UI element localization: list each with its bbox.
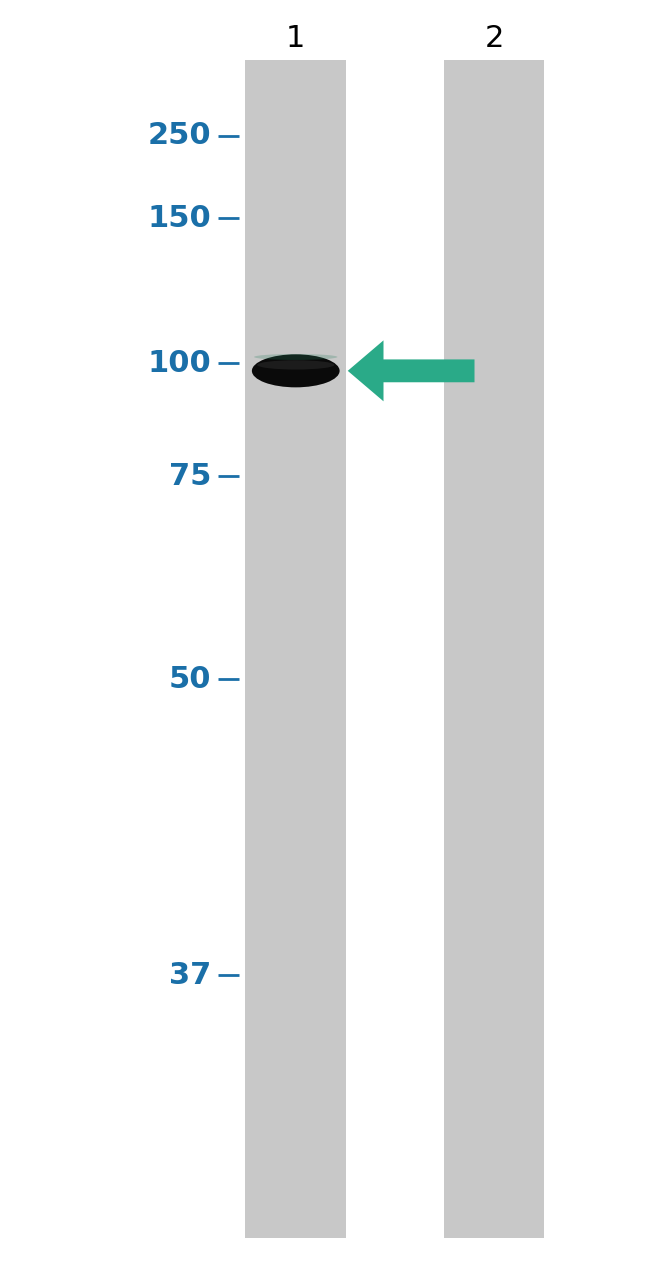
Text: 50: 50 xyxy=(169,665,211,693)
Text: 75: 75 xyxy=(169,462,211,490)
Ellipse shape xyxy=(257,361,334,370)
Bar xyxy=(246,60,346,1238)
FancyArrow shape xyxy=(348,340,474,401)
Text: 100: 100 xyxy=(148,349,211,377)
Text: 150: 150 xyxy=(148,204,211,232)
Bar xyxy=(443,60,545,1238)
Ellipse shape xyxy=(254,354,337,359)
Text: 37: 37 xyxy=(169,961,211,989)
Text: 250: 250 xyxy=(148,122,211,150)
Text: 1: 1 xyxy=(286,24,306,52)
Text: 2: 2 xyxy=(484,24,504,52)
Ellipse shape xyxy=(252,354,339,387)
